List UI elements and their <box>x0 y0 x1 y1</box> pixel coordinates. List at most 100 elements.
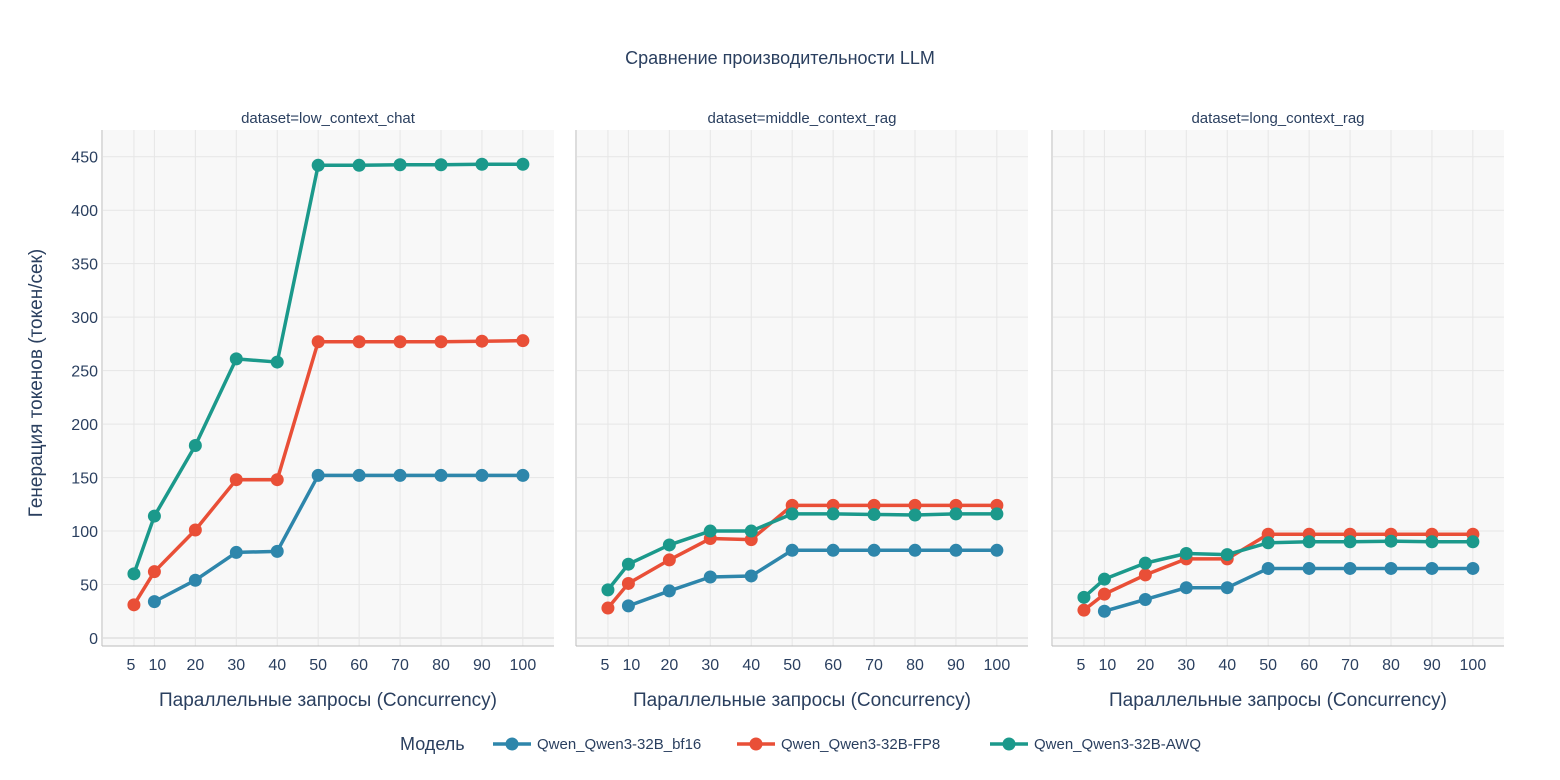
x-tick-label: 80 <box>432 657 450 674</box>
plot-background <box>102 130 554 646</box>
x-tick-label: 60 <box>824 657 842 674</box>
data-point <box>662 584 676 598</box>
data-point <box>516 157 530 171</box>
x-axis-label: Параллельные запросы (Concurrency) <box>633 690 971 711</box>
data-point <box>1302 561 1316 575</box>
data-point <box>744 569 758 583</box>
data-point <box>621 599 635 613</box>
y-tick-label: 250 <box>71 364 98 381</box>
data-point <box>516 334 530 348</box>
data-point <box>1384 561 1398 575</box>
data-point <box>127 598 141 612</box>
legend-marker <box>749 737 763 751</box>
y-tick-label: 50 <box>80 578 98 595</box>
legend-item: Qwen_Qwen3-32B-FP8 <box>737 736 940 753</box>
chart-title: Сравнение производительности LLM <box>625 48 935 68</box>
x-tick-label: 90 <box>947 657 965 674</box>
x-tick-label: 70 <box>865 657 883 674</box>
legend: Модель Qwen_Qwen3-32B_bf16 Qwen_Qwen3-32B… <box>400 734 1201 754</box>
data-point <box>229 545 243 559</box>
subplot-2: 5 10 20 30 40 50 60 70 80 90 100 dataset=long_conte… <box>1051 110 1504 711</box>
x-tick-label: 5 <box>1076 657 1085 674</box>
data-point <box>1077 603 1091 617</box>
data-point <box>475 468 489 482</box>
x-tick-label: 30 <box>701 657 719 674</box>
x-axis-label: Параллельные запросы (Concurrency) <box>1109 690 1447 711</box>
subplot-title: dataset=low_context_chat <box>241 110 416 127</box>
data-point <box>785 507 799 521</box>
x-tick-label: 100 <box>510 657 537 674</box>
x-tick-label: 40 <box>742 657 760 674</box>
data-point <box>1138 568 1152 582</box>
data-point <box>990 507 1004 521</box>
legend-marker <box>1002 737 1016 751</box>
x-axis-label: Параллельные запросы (Concurrency) <box>159 690 497 711</box>
data-point <box>949 507 963 521</box>
legend-item: Qwen_Qwen3-32B-AWQ <box>990 736 1201 753</box>
data-point <box>434 158 448 172</box>
data-point <box>1097 587 1111 601</box>
data-point <box>867 507 881 521</box>
subplot-title: dataset=long_context_rag <box>1191 110 1364 127</box>
data-point <box>867 498 881 512</box>
series-Qwen_Qwen3-32B_bf16 <box>621 543 1004 613</box>
x-tick-label: 70 <box>1341 657 1359 674</box>
x-tick-label: 40 <box>1218 657 1236 674</box>
series-line <box>153 473 523 604</box>
data-point <box>601 583 615 597</box>
y-tick-label: 200 <box>71 417 98 434</box>
x-tick-label: 50 <box>1259 657 1277 674</box>
data-point <box>352 335 366 349</box>
data-point <box>1466 561 1480 575</box>
data-point <box>908 498 922 512</box>
data-point <box>949 543 963 557</box>
data-point <box>516 468 530 482</box>
legend-marker <box>505 737 519 751</box>
data-point <box>188 523 202 537</box>
legend-label: Qwen_Qwen3-32B_bf16 <box>537 736 701 753</box>
x-tick-label: 10 <box>623 657 641 674</box>
data-point <box>1097 604 1111 618</box>
data-point <box>229 352 243 366</box>
data-point <box>127 567 141 581</box>
data-point <box>434 335 448 349</box>
data-point <box>1466 535 1480 549</box>
data-point <box>393 335 407 349</box>
x-tick-label: 90 <box>473 657 491 674</box>
series-Qwen_Qwen3-32B_bf16 <box>147 468 530 609</box>
data-point <box>1343 535 1357 549</box>
x-tick-label: 70 <box>391 657 409 674</box>
data-point <box>352 158 366 172</box>
data-point <box>1261 561 1275 575</box>
data-point <box>147 565 161 579</box>
data-point <box>908 508 922 522</box>
y-tick-label: 100 <box>71 524 98 541</box>
data-point <box>147 509 161 523</box>
data-point <box>393 158 407 172</box>
x-tick-label: 10 <box>1099 657 1117 674</box>
data-point <box>1138 592 1152 606</box>
data-point <box>1077 590 1091 604</box>
data-point <box>311 335 325 349</box>
data-point <box>744 524 758 538</box>
data-point <box>229 473 243 487</box>
data-point <box>1261 536 1275 550</box>
series-Qwen_Qwen3-32B-AWQ <box>601 507 1004 597</box>
x-tick-label: 30 <box>1177 657 1195 674</box>
series-line <box>627 548 997 608</box>
x-tick-label: 50 <box>783 657 801 674</box>
y-tick-label: 450 <box>71 150 98 167</box>
x-tick-label: 20 <box>1136 657 1154 674</box>
data-point <box>1220 581 1234 595</box>
data-point <box>1425 561 1439 575</box>
x-tick-label: 30 <box>227 657 245 674</box>
series-line <box>1103 566 1473 613</box>
data-point <box>393 468 407 482</box>
plot-background <box>576 130 1028 646</box>
data-point <box>475 334 489 348</box>
x-tick-label: 20 <box>186 657 204 674</box>
data-point <box>621 557 635 571</box>
data-point <box>311 468 325 482</box>
x-tick-label: 80 <box>1382 657 1400 674</box>
data-point <box>662 553 676 567</box>
